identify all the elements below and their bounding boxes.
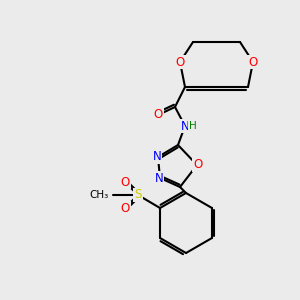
Text: O: O [248, 56, 258, 68]
Text: N: N [153, 151, 161, 164]
Text: N: N [181, 119, 189, 133]
Text: O: O [120, 202, 130, 214]
Text: O: O [153, 109, 163, 122]
Text: CH₃: CH₃ [90, 190, 109, 200]
Text: O: O [176, 56, 184, 68]
Text: N: N [154, 172, 164, 184]
Text: S: S [134, 188, 142, 202]
Text: O: O [120, 176, 130, 188]
Text: H: H [189, 121, 197, 131]
Text: O: O [194, 158, 202, 172]
